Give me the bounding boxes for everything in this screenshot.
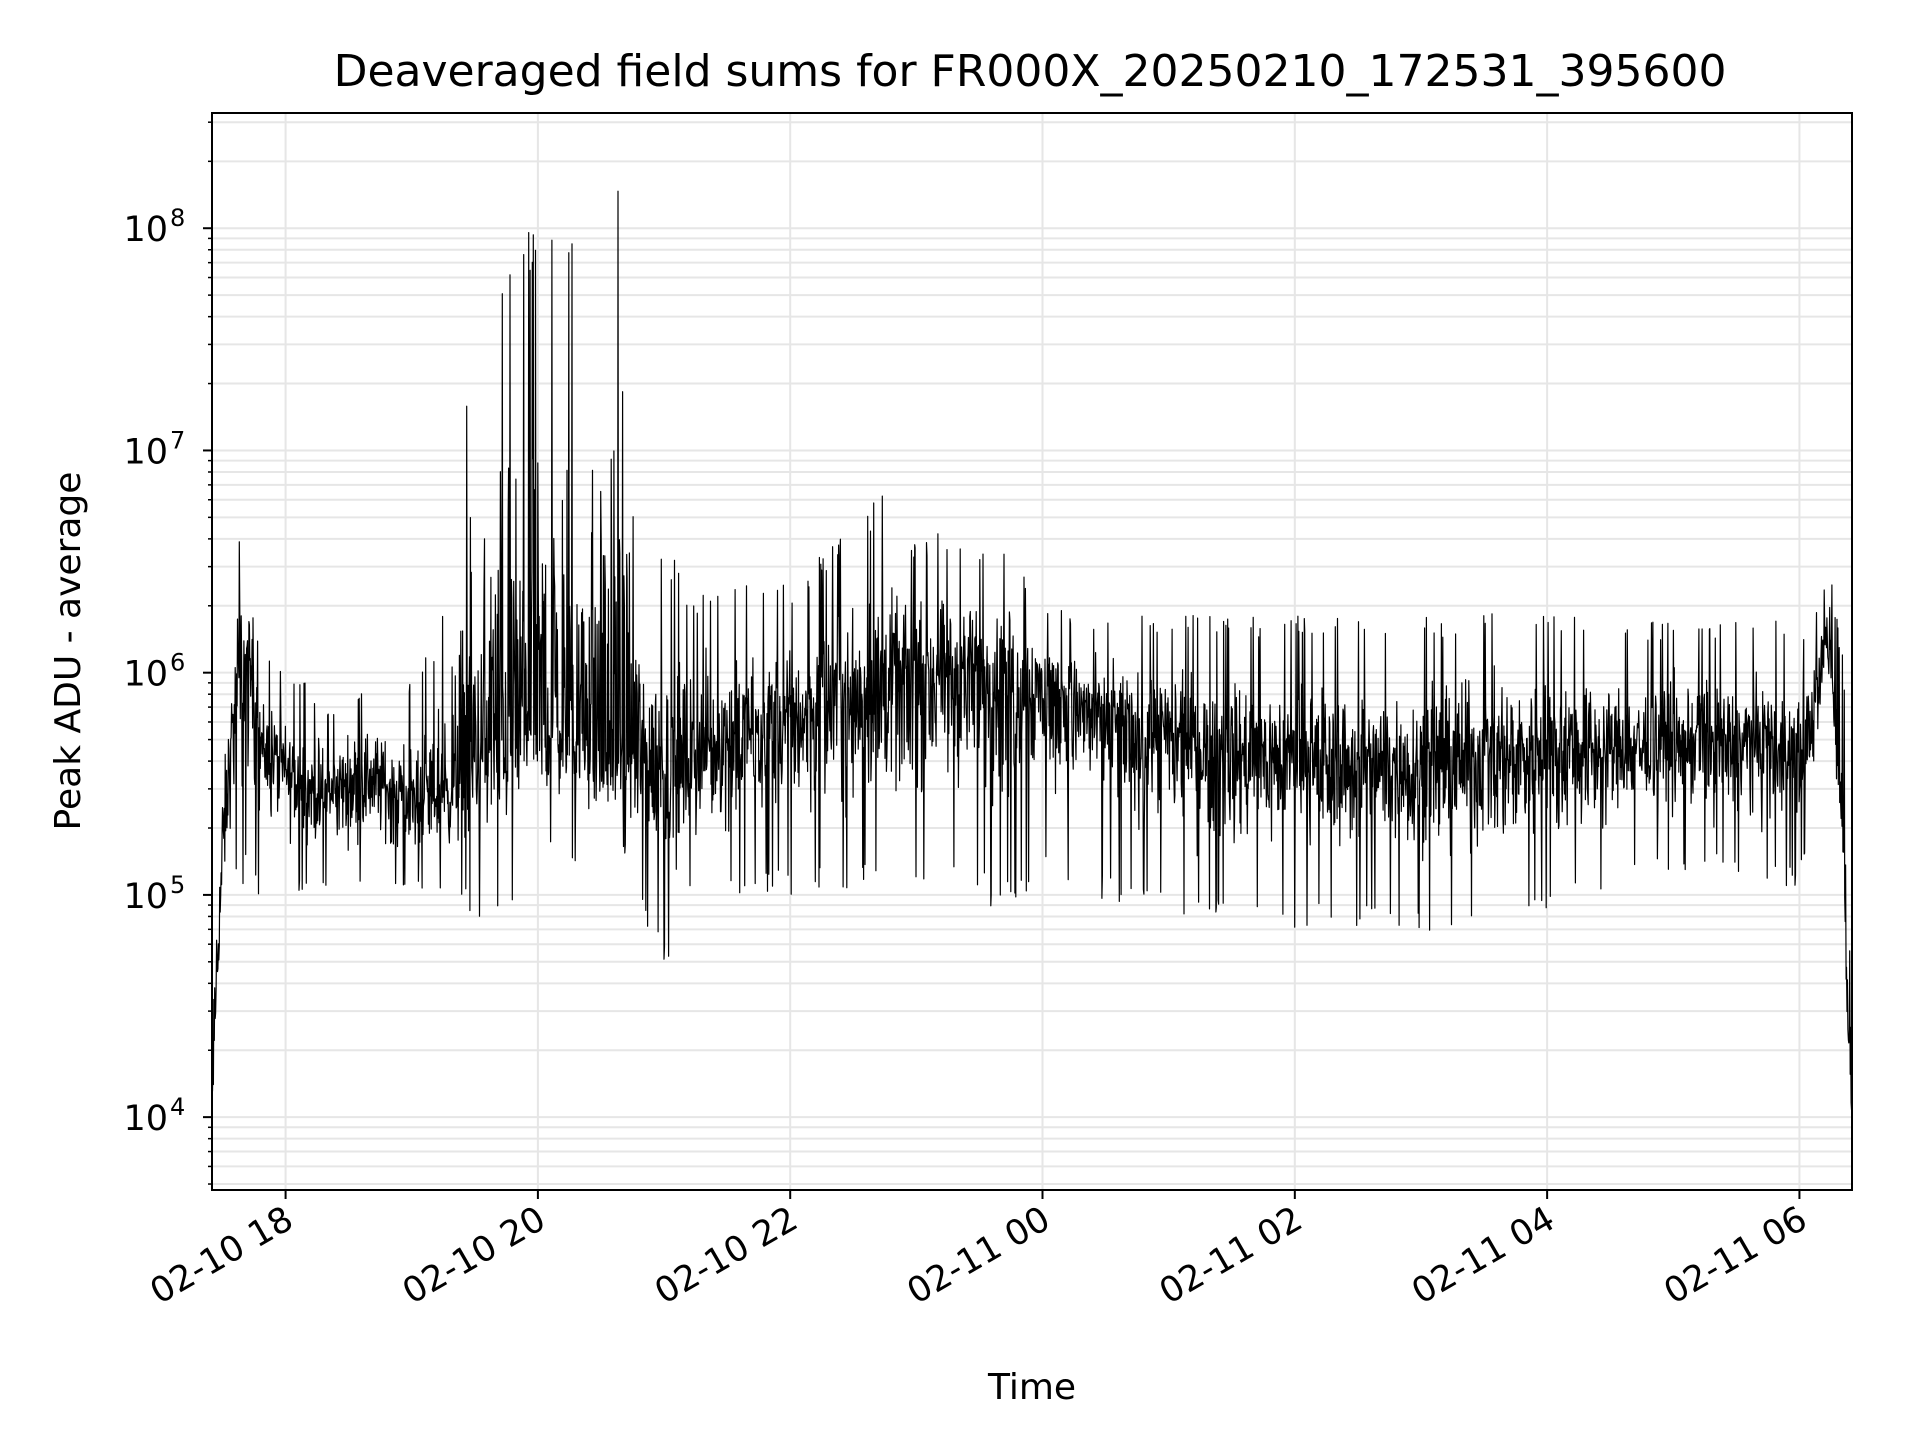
y-tick-label: 10 [123, 655, 168, 695]
series-line [211, 190, 1853, 1111]
x-tick-label: 02-11 00 [901, 1199, 1057, 1312]
y-tick-exponent: 5 [170, 871, 185, 899]
chart-title: Deaveraged field sums for FR000X_2025021… [334, 46, 1727, 97]
y-tick-label: 10 [123, 432, 168, 472]
x-tick-label: 02-11 02 [1153, 1199, 1309, 1312]
x-tick-label: 02-11 06 [1658, 1199, 1814, 1312]
x-tick-label: 02-10 20 [396, 1199, 552, 1312]
y-tick-label: 10 [123, 877, 168, 917]
grid [212, 113, 1852, 1190]
x-axis: 02-10 18 02-10 20 02-10 22 02-11 00 02-11 02… [144, 1190, 1814, 1312]
y-tick-exponent: 8 [170, 204, 185, 232]
data-series [211, 190, 1853, 1111]
y-tick-exponent: 7 [170, 426, 185, 454]
y-tick-label: 10 [123, 210, 168, 250]
y-tick-label: 10 [123, 1099, 168, 1139]
x-axis-label: Time [987, 1367, 1076, 1408]
x-tick-label: 02-10 22 [648, 1199, 804, 1312]
x-tick-label: 02-10 18 [144, 1199, 300, 1312]
y-tick-exponent: 4 [170, 1093, 185, 1121]
y-axis-label: Peak ADU - average [48, 472, 89, 831]
x-tick-label: 02-11 04 [1405, 1199, 1561, 1312]
y-tick-exponent: 6 [170, 649, 185, 677]
plot-frame [211, 112, 1853, 1191]
